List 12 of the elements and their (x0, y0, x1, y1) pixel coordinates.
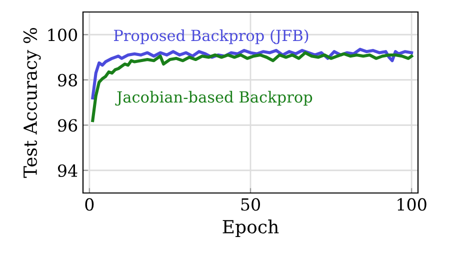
x-tick-label: 0 (85, 198, 94, 211)
y-tick-label: 98 (58, 74, 78, 86)
y-axis-title: Test Accuracy % (23, 28, 41, 178)
series-label: Jacobian-based Backprop (115, 90, 312, 106)
y-tick-label: 100 (48, 28, 78, 42)
y-tick-label: 96 (58, 119, 78, 132)
x-tick-label: 50 (241, 198, 260, 211)
series-label: Proposed Backprop (JFB) (114, 29, 308, 44)
x-axis-title: Epoch (222, 220, 279, 238)
line-series (91, 51, 414, 122)
x-tick-label: 100 (398, 198, 426, 211)
y-tick-label: 94 (58, 164, 78, 177)
